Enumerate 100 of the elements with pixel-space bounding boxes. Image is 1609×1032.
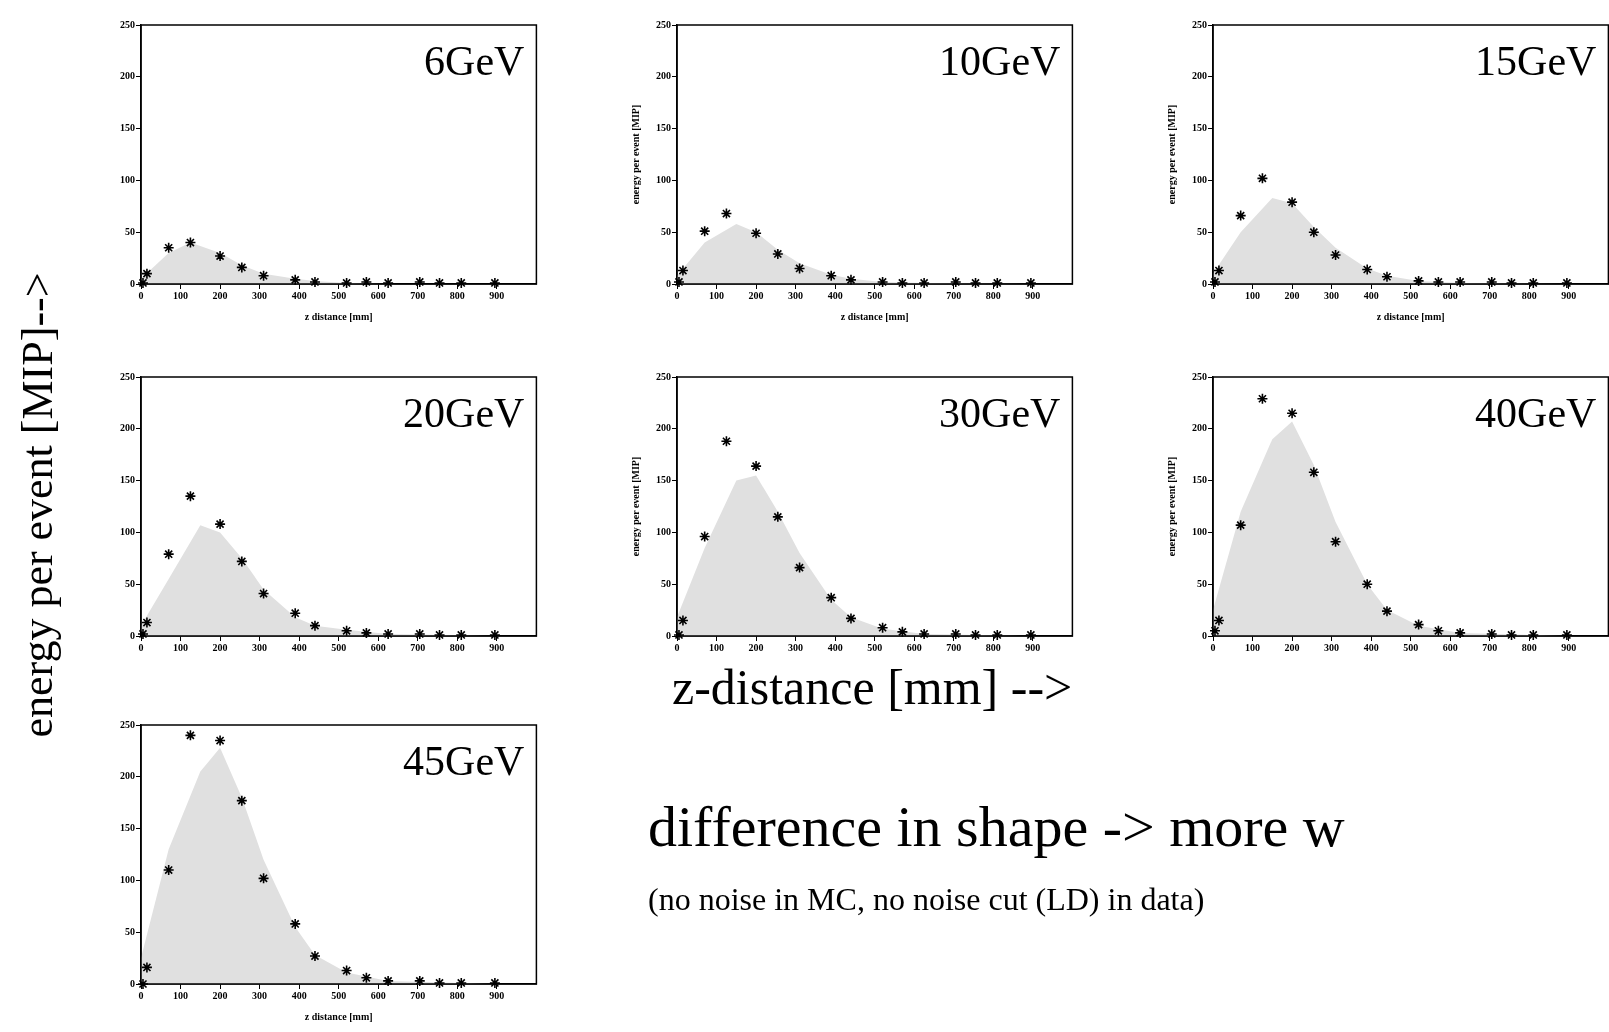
point <box>1025 277 1037 289</box>
x-tick-label: 100 <box>173 289 189 301</box>
y-tick-label: 100 <box>120 873 135 885</box>
x-tick-label: 0 <box>674 641 680 653</box>
x-tick-label: 700 <box>410 641 426 653</box>
y-tick-label: 150 <box>656 122 671 134</box>
y-tick-label: 0 <box>130 629 135 641</box>
y-tick-label: 0 <box>130 977 135 989</box>
x-tick-label: 200 <box>1284 289 1300 301</box>
point <box>141 961 153 974</box>
point <box>433 977 446 989</box>
point <box>1286 196 1298 208</box>
x-tick-label: 200 <box>1284 641 1300 653</box>
y-tick-label: 150 <box>1192 474 1207 486</box>
point <box>1527 629 1540 641</box>
y-tick-label: 150 <box>120 474 135 486</box>
point <box>1286 407 1298 420</box>
point <box>360 627 373 639</box>
x-tick-label: 700 <box>410 989 426 1001</box>
x-tick-label: 900 <box>1561 289 1577 301</box>
text: z-distance [mm] --> <box>672 659 1073 715</box>
x-tick-label: 300 <box>788 641 804 653</box>
y-tick-label: 100 <box>656 525 671 537</box>
x-tick-label: 0 <box>138 989 144 1001</box>
point <box>184 236 197 249</box>
x-tick-label: 300 <box>788 289 804 301</box>
point <box>825 269 838 282</box>
y-tick-label: 150 <box>120 122 135 134</box>
point <box>698 225 711 237</box>
x-tick-label: 500 <box>867 289 883 301</box>
point <box>236 794 248 807</box>
y-axis-title: energy per event [MIP] <box>1165 104 1177 205</box>
x-tick-label: 500 <box>867 641 883 653</box>
point <box>698 530 711 543</box>
y-tick-label: 150 <box>120 822 135 834</box>
point <box>1025 629 1037 641</box>
y-tick-label: 100 <box>120 525 135 537</box>
x-tick-label: 300 <box>252 289 268 301</box>
point <box>772 248 784 260</box>
x-tick-label: 100 <box>1245 289 1261 301</box>
point <box>677 614 689 627</box>
y-tick-label: 50 <box>125 225 135 237</box>
point <box>184 729 197 742</box>
y-tick-label: 250 <box>1192 18 1207 30</box>
x-tick-label: 300 <box>252 989 268 1001</box>
y-tick-label: 50 <box>1197 225 1207 237</box>
x-tick-label: 800 <box>449 989 465 1001</box>
point <box>918 277 930 289</box>
point <box>949 276 962 288</box>
point <box>1561 277 1573 289</box>
x-tick-label: 200 <box>748 641 764 653</box>
point <box>214 250 226 262</box>
x-tick-label: 600 <box>1442 289 1458 301</box>
x-tick-label: 400 <box>1363 289 1379 301</box>
y-tick-label: 100 <box>1192 173 1207 185</box>
x-tick-label: 600 <box>370 289 386 301</box>
x-tick-label: 700 <box>1482 289 1498 301</box>
x-tick-label: 900 <box>489 289 505 301</box>
point <box>489 277 501 289</box>
point <box>257 872 270 885</box>
point <box>236 261 248 274</box>
point <box>289 274 302 286</box>
point <box>677 264 689 277</box>
text: energy per event [MIP]--> <box>12 272 63 738</box>
x-tick-label: 400 <box>1363 641 1379 653</box>
x-tick-label: 0 <box>1210 289 1216 301</box>
point <box>1361 263 1374 276</box>
point <box>1256 392 1269 405</box>
x-tick-label: 0 <box>1210 641 1216 653</box>
point <box>1329 249 1342 261</box>
point <box>214 518 226 530</box>
point <box>1505 629 1518 641</box>
text: difference in shape -> more w <box>648 794 1345 859</box>
y-tick-label: 250 <box>120 18 135 30</box>
x-tick-label: 900 <box>489 989 505 1001</box>
point <box>793 262 806 275</box>
x-tick-label: 400 <box>291 641 307 653</box>
x-axis-title: z distance [mm] <box>840 310 909 322</box>
y-tick-label: 250 <box>120 718 135 730</box>
point <box>876 276 889 288</box>
y-tick-label: 50 <box>1197 577 1207 589</box>
chart-title: 45GeV <box>403 738 525 785</box>
point <box>1485 628 1498 640</box>
point <box>772 511 784 523</box>
y-tick-label: 250 <box>656 18 671 30</box>
x-tick-label: 800 <box>985 289 1001 301</box>
y-tick-label: 250 <box>1192 370 1207 382</box>
x-tick-label: 700 <box>410 289 426 301</box>
y-tick-label: 200 <box>120 422 135 434</box>
point <box>845 612 857 625</box>
point <box>1412 618 1425 631</box>
y-tick-label: 50 <box>125 925 135 937</box>
point <box>257 587 270 600</box>
x-tick-label: 400 <box>291 989 307 1001</box>
x-tick-label: 300 <box>252 641 268 653</box>
point <box>949 628 962 640</box>
point <box>1432 625 1445 637</box>
point <box>340 625 353 637</box>
point <box>991 629 1004 641</box>
x-tick-label: 500 <box>331 989 347 1001</box>
